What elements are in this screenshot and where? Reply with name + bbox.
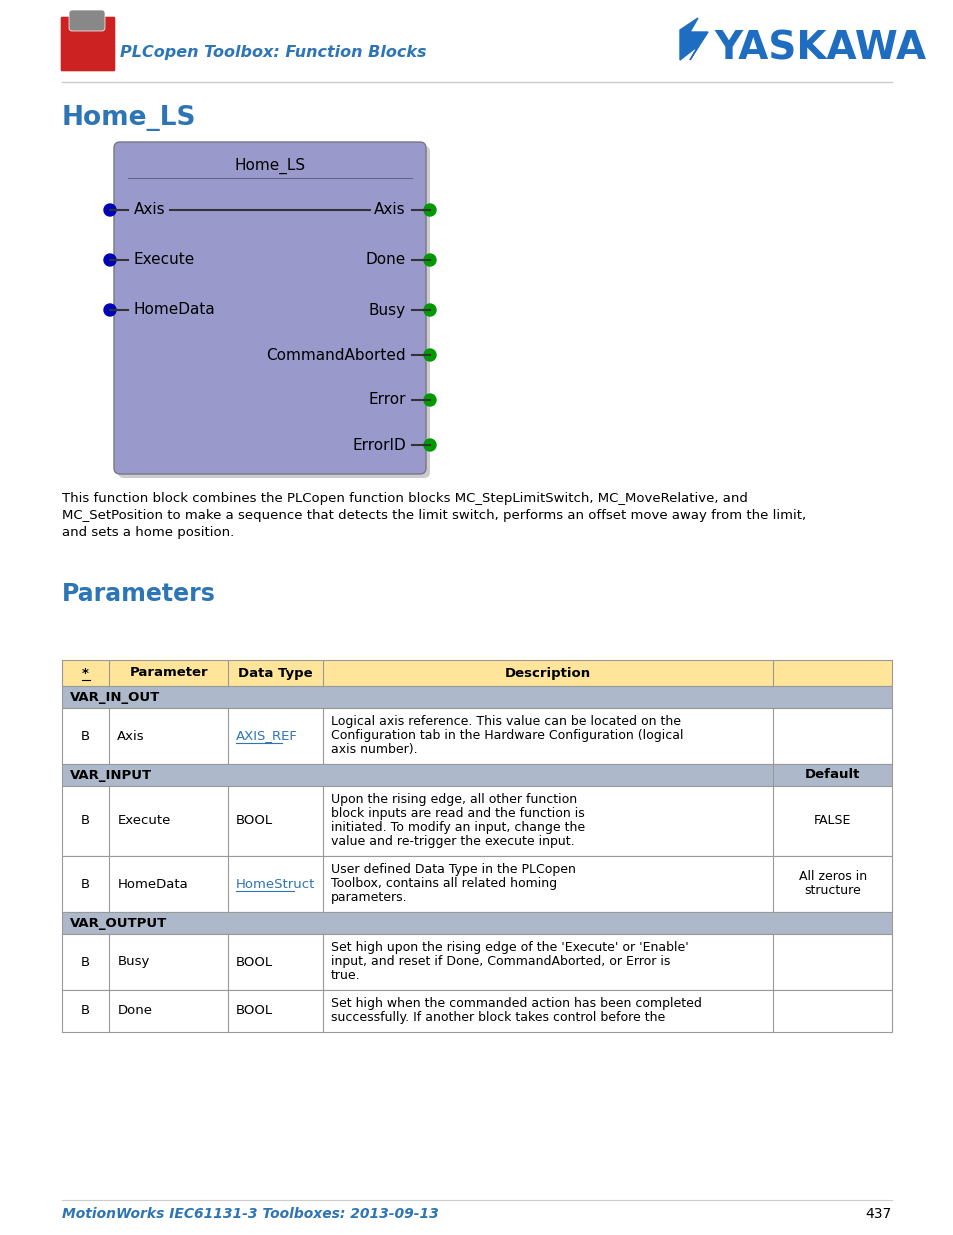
Text: B: B — [81, 1004, 91, 1018]
Text: HomeStruct: HomeStruct — [235, 878, 315, 890]
Text: BOOL: BOOL — [235, 1004, 273, 1018]
Circle shape — [423, 394, 436, 406]
Text: Axis: Axis — [117, 730, 145, 742]
Text: input, and reset if Done, CommandAborted, or Error is: input, and reset if Done, CommandAborted… — [331, 955, 669, 968]
Bar — [62, 856, 891, 911]
Text: YASKAWA: YASKAWA — [713, 28, 925, 67]
Text: VAR_IN_OUT: VAR_IN_OUT — [70, 690, 160, 704]
Bar — [62, 659, 891, 685]
Text: MC_SetPosition to make a sequence that detects the limit switch, performs an off: MC_SetPosition to make a sequence that d… — [62, 509, 805, 522]
Text: block inputs are read and the function is: block inputs are read and the function i… — [331, 806, 584, 820]
FancyBboxPatch shape — [118, 146, 430, 478]
Text: Home_LS: Home_LS — [62, 105, 196, 131]
Text: User defined Data Type in the PLCopen: User defined Data Type in the PLCopen — [331, 863, 575, 876]
Text: Execute: Execute — [133, 252, 195, 268]
Polygon shape — [679, 19, 707, 61]
Circle shape — [423, 254, 436, 266]
Text: Parameter: Parameter — [130, 667, 208, 679]
Circle shape — [423, 304, 436, 316]
Text: axis number).: axis number). — [331, 743, 416, 756]
Text: Description: Description — [504, 667, 591, 679]
Text: value and re-trigger the execute input.: value and re-trigger the execute input. — [331, 835, 574, 848]
Text: MotionWorks IEC61131-3 Toolboxes: 2013-09-13: MotionWorks IEC61131-3 Toolboxes: 2013-0… — [62, 1207, 438, 1221]
Text: BOOL: BOOL — [235, 956, 273, 968]
Circle shape — [423, 350, 436, 361]
FancyBboxPatch shape — [60, 16, 116, 72]
Text: Done: Done — [117, 1004, 152, 1018]
Text: successfully. If another block takes control before the: successfully. If another block takes con… — [331, 1011, 664, 1024]
Text: Upon the rising edge, all other function: Upon the rising edge, all other function — [331, 793, 577, 806]
Text: Set high upon the rising edge of the 'Execute' or 'Enable': Set high upon the rising edge of the 'Ex… — [331, 941, 688, 953]
Text: structure: structure — [803, 884, 861, 897]
Text: B: B — [81, 878, 91, 890]
Text: Axis: Axis — [374, 203, 406, 217]
Text: B: B — [81, 730, 91, 742]
FancyBboxPatch shape — [113, 142, 426, 474]
Circle shape — [423, 438, 436, 451]
Text: PLCopen Toolbox: Function Blocks: PLCopen Toolbox: Function Blocks — [120, 46, 426, 61]
Text: Set high when the commanded action has been completed: Set high when the commanded action has b… — [331, 997, 700, 1010]
Text: VAR_INPUT: VAR_INPUT — [70, 768, 152, 782]
Text: Execute: Execute — [117, 815, 171, 827]
Text: VAR_OUTPUT: VAR_OUTPUT — [70, 916, 167, 930]
Text: HomeData: HomeData — [133, 303, 215, 317]
Bar — [62, 990, 891, 1032]
Text: This function block combines the PLCopen function blocks MC_StepLimitSwitch, MC_: This function block combines the PLCopen… — [62, 492, 747, 505]
Text: Default: Default — [804, 768, 860, 782]
Bar — [62, 708, 891, 764]
Text: B: B — [81, 956, 91, 968]
Text: Logical axis reference. This value can be located on the: Logical axis reference. This value can b… — [331, 715, 679, 727]
Text: initiated. To modify an input, change the: initiated. To modify an input, change th… — [331, 821, 584, 834]
Bar — [62, 785, 891, 856]
Text: Parameters: Parameters — [62, 582, 215, 606]
Text: Error: Error — [368, 393, 406, 408]
Text: Data Type: Data Type — [237, 667, 313, 679]
Text: B: B — [81, 815, 91, 827]
Circle shape — [104, 254, 116, 266]
Text: All zeros in: All zeros in — [798, 869, 866, 883]
Text: Axis: Axis — [133, 203, 166, 217]
Circle shape — [104, 304, 116, 316]
Bar — [62, 764, 891, 785]
Text: parameters.: parameters. — [331, 890, 407, 904]
Text: BOOL: BOOL — [235, 815, 273, 827]
Bar — [62, 685, 891, 708]
Text: 437: 437 — [864, 1207, 891, 1221]
Text: true.: true. — [331, 969, 360, 982]
Text: ErrorID: ErrorID — [352, 437, 406, 452]
Circle shape — [423, 204, 436, 216]
Text: FALSE: FALSE — [813, 814, 850, 827]
Text: Configuration tab in the Hardware Configuration (logical: Configuration tab in the Hardware Config… — [331, 729, 682, 742]
Text: Toolbox, contains all related homing: Toolbox, contains all related homing — [331, 877, 557, 890]
Text: Busy: Busy — [117, 956, 150, 968]
Text: Done: Done — [365, 252, 406, 268]
Bar — [62, 911, 891, 934]
Text: and sets a home position.: and sets a home position. — [62, 526, 234, 538]
Text: CommandAborted: CommandAborted — [266, 347, 406, 363]
Text: Busy: Busy — [369, 303, 406, 317]
FancyBboxPatch shape — [69, 10, 105, 31]
Circle shape — [104, 204, 116, 216]
Text: *: * — [82, 667, 89, 679]
Text: HomeData: HomeData — [117, 878, 188, 890]
Text: AXIS_REF: AXIS_REF — [235, 730, 297, 742]
Bar — [62, 934, 891, 990]
Text: Home_LS: Home_LS — [234, 158, 305, 174]
